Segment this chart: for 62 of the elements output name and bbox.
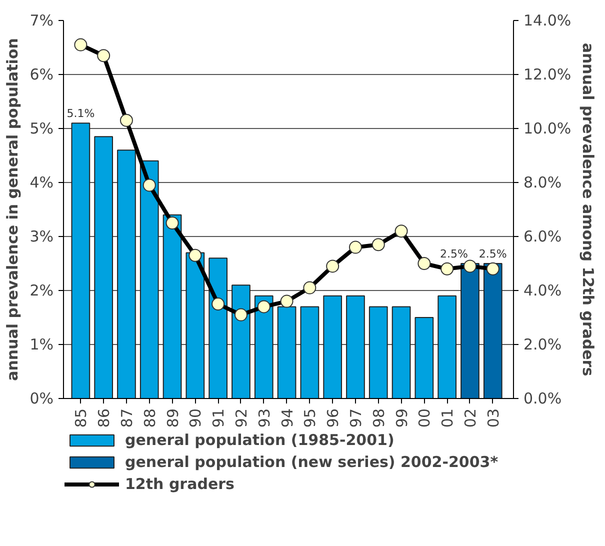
x-tick-label: 85 [72, 408, 90, 428]
data-label: 2.5% [440, 248, 468, 260]
bar [232, 284, 250, 398]
bar [71, 122, 90, 398]
data-label: 5.1% [66, 107, 95, 120]
y-tick-label: 1% [30, 336, 54, 354]
x-tick-label: 91 [210, 408, 228, 428]
y-tick-label: 2% [30, 282, 54, 300]
bar [346, 295, 365, 398]
bar [117, 150, 136, 398]
bar [186, 252, 205, 398]
data-label: 2.5% [478, 248, 507, 260]
bar [483, 263, 502, 398]
bar [208, 258, 228, 398]
y2-tick-label: 4.0% [524, 282, 562, 300]
x-tick-label: 97 [346, 408, 365, 428]
x-tick-label: 89 [164, 408, 182, 428]
x-tick-label: 98 [370, 408, 388, 428]
y2-tick-label: 2.0% [524, 336, 562, 354]
y-axis-title: annual prevalence in general population [4, 38, 22, 381]
y2-axis-title: annual prevalence among 12th graders [579, 42, 598, 376]
y-tick-label: 5% [30, 120, 54, 138]
bar [94, 136, 114, 398]
bar [300, 306, 320, 398]
x-tick-label: 00 [416, 408, 434, 428]
x-tick-label: 86 [95, 408, 114, 428]
bar [414, 317, 434, 398]
bar [277, 306, 296, 398]
bar [254, 295, 274, 398]
bar [368, 306, 388, 398]
bar [460, 263, 480, 398]
x-tick-label: 90 [186, 408, 205, 428]
y-tick-label: 3% [30, 228, 54, 246]
x-tick-label: 03 [484, 408, 502, 428]
bar [392, 306, 411, 398]
y-tick-label: 7% [30, 12, 54, 30]
x-tick-label: 01 [438, 408, 457, 428]
bar [162, 214, 182, 398]
y2-tick-label: 8.0% [524, 174, 562, 192]
y-tick-label: 6% [30, 66, 54, 84]
legend-label: 12th graders [125, 475, 234, 493]
x-tick-label: 95 [301, 408, 320, 428]
y-tick-label: 0% [30, 390, 54, 408]
y2-tick-label: 10.0% [524, 120, 572, 138]
x-tick-label: 94 [278, 408, 296, 428]
bar [438, 295, 457, 398]
x-tick-label: 96 [324, 408, 342, 428]
y2-tick-label: 12.0% [524, 66, 572, 84]
bar [323, 295, 342, 398]
x-tick-label: 93 [255, 408, 274, 428]
x-tick-label: 88 [140, 408, 159, 428]
x-tick-label: 87 [118, 408, 136, 428]
x-tick-label: 02 [461, 408, 480, 428]
legend-label: general population (new series) 2002-2003* [125, 453, 498, 471]
x-tick-label: 99 [392, 408, 411, 428]
y-tick-label: 4% [30, 174, 54, 192]
y2-tick-label: 0.0% [524, 390, 562, 408]
y2-tick-label: 14.0% [524, 12, 572, 30]
x-tick-label: 92 [232, 408, 250, 428]
legend-label: general population (1985-2001) [125, 431, 394, 449]
y2-tick-label: 6.0% [524, 228, 562, 246]
bar [140, 160, 159, 398]
